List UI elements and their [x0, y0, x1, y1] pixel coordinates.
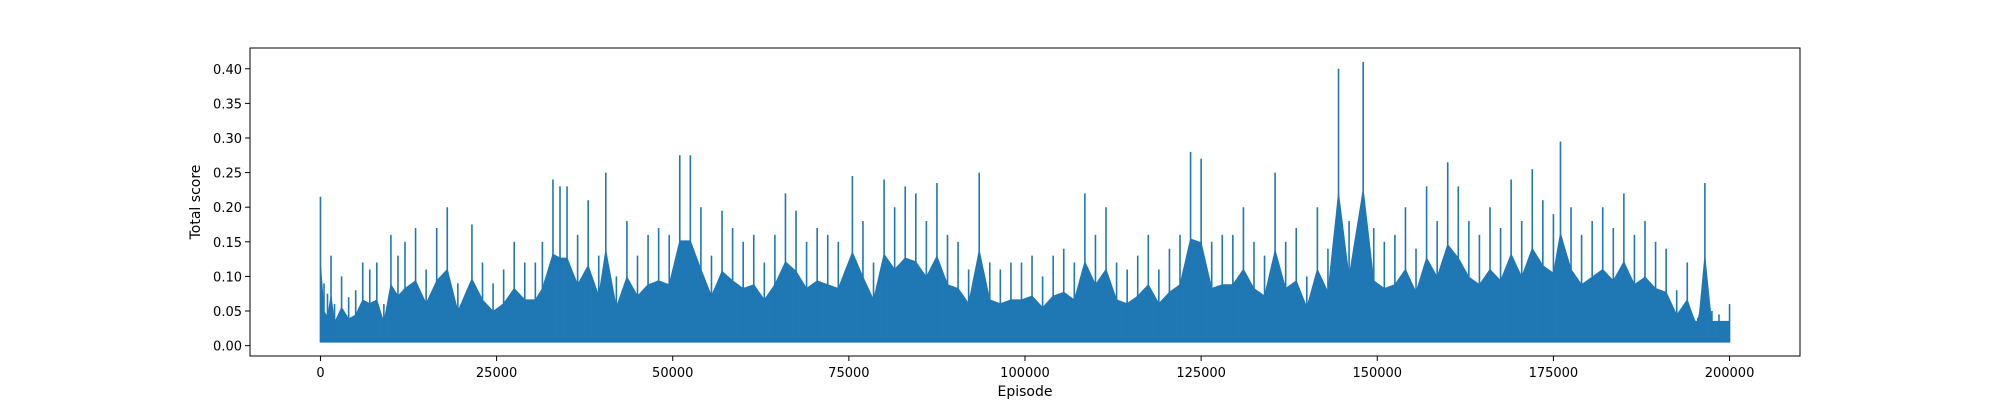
x-tick-label: 75000	[828, 366, 869, 381]
plot-area	[319, 61, 1731, 343]
x-tick-label: 0	[316, 366, 324, 381]
y-tick-label: 0.05	[213, 305, 242, 320]
x-tick-label: 25000	[476, 366, 517, 381]
x-tick-label: 200000	[1705, 366, 1755, 381]
y-tick-label: 0.20	[213, 201, 242, 216]
y-tick-label: 0.35	[213, 97, 242, 112]
x-tick-label: 50000	[652, 366, 693, 381]
y-tick-label: 0.25	[213, 167, 242, 182]
y-axis: 0.00 0.05 0.10 0.15 0.20 0.25 0.30 0.35 0.40	[213, 63, 250, 355]
y-tick-label: 0.10	[213, 270, 242, 285]
x-tick-label: 125000	[1176, 366, 1226, 381]
x-axis-label: Episode	[998, 384, 1053, 400]
x-tick-label: 175000	[1529, 366, 1579, 381]
y-tick-label: 0.00	[213, 340, 242, 355]
series-envelope	[319, 189, 1731, 343]
y-axis-label: Total score	[188, 165, 204, 241]
x-axis: 0 25000 50000 75000 100000 125000 150000 175000…	[316, 356, 1754, 381]
y-tick-label: 0.40	[213, 63, 242, 78]
y-tick-label: 0.30	[213, 132, 242, 147]
y-tick-label: 0.15	[213, 236, 242, 251]
x-tick-label: 150000	[1352, 366, 1402, 381]
x-tick-label: 100000	[1000, 366, 1050, 381]
